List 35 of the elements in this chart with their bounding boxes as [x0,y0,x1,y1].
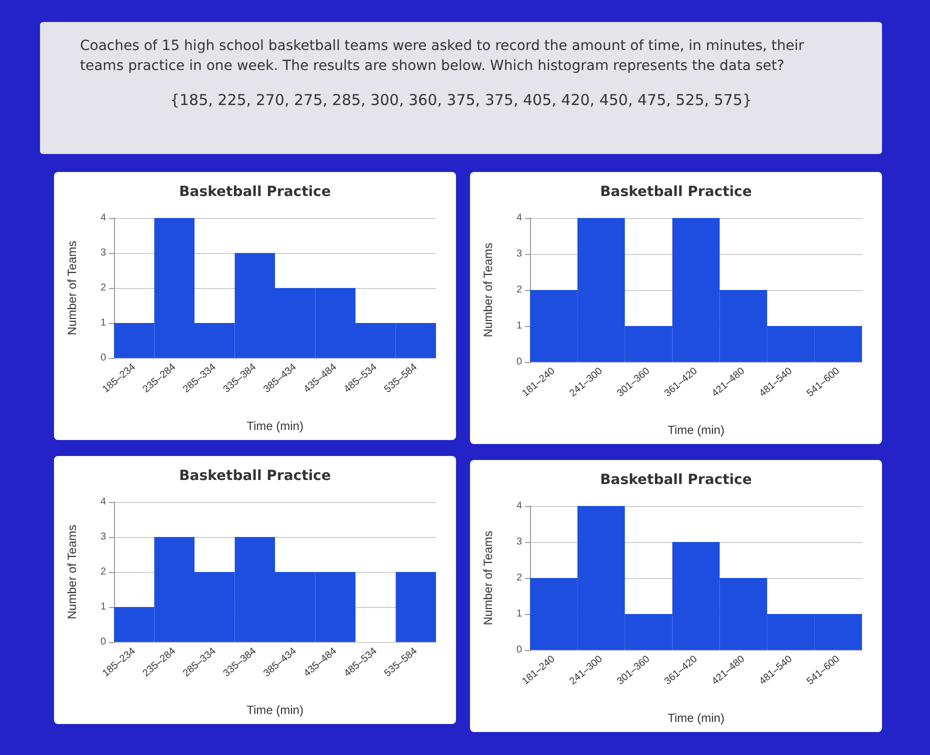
y-tick-label: 1 [100,318,106,328]
y-tick-label: 0 [100,352,106,364]
chart-title: Basketball Practice [179,468,331,484]
y-axis-title: Number of Teams [481,530,495,626]
y-tick-label: 2 [516,572,522,584]
bar [396,572,436,642]
x-axis-title: Time (min) [668,423,724,437]
y-tick-label: 4 [100,212,106,224]
y-axis-title: Number of Teams [65,240,79,336]
x-axis-title: Time (min) [668,711,724,725]
x-axis-title: Time (min) [246,419,304,433]
text: {185, 225, 270, 275, 285, 300, 360, 375, 375, 405, 420, 450, 475, 525, 575} [168,90,754,110]
y-tick-label: 4 [516,212,522,224]
y-tick-label: 4 [100,496,106,508]
y-tick-label: 1 [516,320,522,332]
y-axis-title: Number of Teams [65,524,79,620]
y-tick-label: 1 [100,602,106,612]
y-tick-label: 0 [516,356,522,368]
y-tick-label: 1 [516,608,522,620]
chart-title: Basketball Practice [600,472,752,488]
y-tick-label: 3 [516,248,522,260]
y-tick-label: 2 [100,566,106,578]
y-tick-label: 3 [100,248,106,258]
y-tick-label: 0 [516,644,522,656]
chart-title: Basketball Practice [179,184,331,200]
y-tick-label: 2 [516,284,522,296]
y-tick-label: 2 [100,282,106,294]
y-tick-label: 3 [516,536,522,548]
y-axis-title: Number of Teams [481,242,495,338]
chart-title: Basketball Practice [600,184,752,200]
y-tick-label: 3 [100,532,106,542]
y-tick-label: 4 [516,500,522,512]
y-tick-label: 0 [100,636,106,648]
text: Coaches of 15 high school basketball teams were asked to record the amount of time, in minutes, their teams practice in one week. The results are shown below. Which histogram represents the data set? [80,37,806,76]
x-axis-title: Time (min) [246,703,304,717]
